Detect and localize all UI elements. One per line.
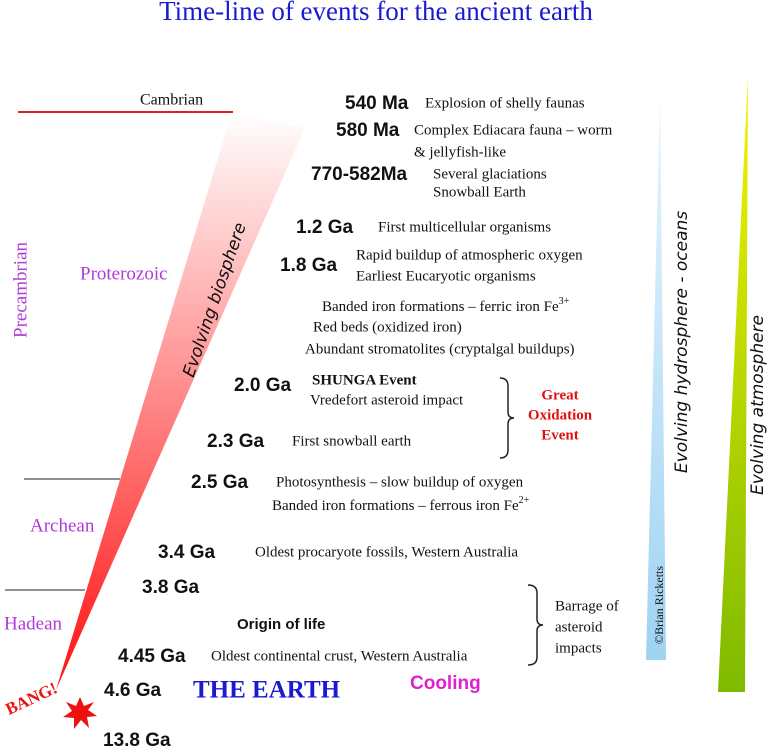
note-line: asteroid <box>555 619 603 635</box>
era-label: Cambrian <box>140 92 203 109</box>
era-label: Hadean <box>4 613 63 634</box>
age: 4.45 Ga <box>118 646 186 667</box>
age: 540 Ma <box>345 93 409 114</box>
bang-star <box>63 697 97 729</box>
superscript: 3+ <box>559 296 570 307</box>
event-text: THE EARTH <box>193 677 341 704</box>
event-text: Complex Ediacara fauna – worm <box>414 122 613 138</box>
event-text: Oldest procaryote fossils, Western Austr… <box>255 544 518 560</box>
barrage: Barrage of asteroid impacts <box>555 598 619 656</box>
event-text: SHUNGA Event <box>312 372 417 388</box>
age: 3.4 Ga <box>158 542 215 563</box>
event-text: Earliest Eucaryotic organisms <box>356 268 536 284</box>
credit: ©Brian Ricketts <box>652 566 666 644</box>
hydrosphere-wedge <box>646 95 666 660</box>
bang-label: BANG! <box>2 678 60 718</box>
age: 1.8 Ga <box>280 255 337 276</box>
event-text: Banded iron formations – ferric iron Fe3… <box>322 296 570 315</box>
event-text: Explosion of shelly faunas <box>425 95 585 111</box>
era-label: Archean <box>30 515 95 536</box>
superscript: 2+ <box>519 495 530 506</box>
bracket <box>527 584 544 666</box>
wedge-label: Evolving atmosphere <box>748 315 768 495</box>
cooling-label: Cooling <box>410 673 481 694</box>
events: 540 Ma Explosion of shelly faunas 580 Ma… <box>103 93 613 750</box>
age: 2.5 Ga <box>191 472 248 493</box>
shapes <box>5 75 748 729</box>
age: 2.3 Ga <box>207 431 264 452</box>
age: 2.0 Ga <box>234 375 291 396</box>
event-text: Several glaciations <box>433 166 547 182</box>
title: Time-line of events for the ancient eart… <box>159 0 593 26</box>
age: 13.8 Ga <box>103 730 171 750</box>
age: 3.8 Ga <box>142 577 199 598</box>
note-line: Event <box>541 427 579 443</box>
text-run: Banded iron formations – ferrous iron Fe <box>272 498 519 514</box>
event-text: First snowball earth <box>292 433 412 449</box>
note-line: impacts <box>555 640 602 656</box>
bracket <box>499 377 515 459</box>
event-text: Rapid buildup of atmospheric oxygen <box>356 247 583 263</box>
great-oxidation: Great Oxidation Event <box>528 387 593 443</box>
event-text: Red beds (oxidized iron) <box>313 319 462 335</box>
origin-label: Origin of life <box>237 616 325 633</box>
note-line: Great <box>541 387 578 403</box>
event-text: Vredefort asteroid impact <box>310 392 464 408</box>
event-text: Banded iron formations – ferrous iron Fe… <box>272 495 530 514</box>
event-text: & jellyfish-like <box>414 144 506 160</box>
atmosphere-wedge <box>718 75 748 692</box>
event-text: Abundant stromatolites (cryptalgal build… <box>305 341 575 357</box>
era-label: Precambrian <box>10 241 31 338</box>
note-line: Oxidation <box>528 407 593 423</box>
event-text: Snowball Earth <box>433 184 526 200</box>
age: 1.2 Ga <box>296 217 353 238</box>
age: 580 Ma <box>336 120 400 141</box>
event-text: First multicellular organisms <box>378 219 551 235</box>
note-line: Barrage of <box>555 598 619 614</box>
wedge-label: Evolving hydrosphere - oceans <box>672 211 692 473</box>
event-text: Photosynthesis – slow buildup of oxygen <box>276 474 524 490</box>
age: 770-582Ma <box>311 164 408 185</box>
text-run: Banded iron formations – ferric iron Fe <box>322 299 559 315</box>
era-label: Proterozoic <box>80 263 168 284</box>
event-text: Oldest continental crust, Western Austra… <box>211 648 468 664</box>
age: 4.6 Ga <box>104 680 161 701</box>
biosphere-wedge <box>56 112 305 690</box>
